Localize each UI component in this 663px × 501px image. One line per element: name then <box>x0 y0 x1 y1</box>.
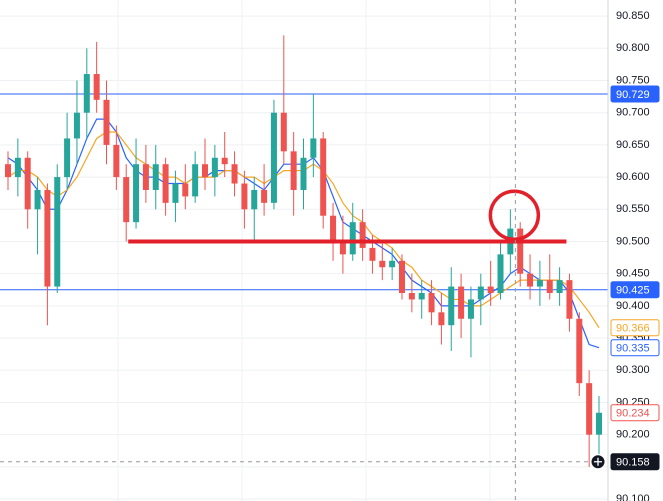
candle-body <box>339 241 346 255</box>
candle-body <box>487 286 494 294</box>
candle-body <box>359 222 366 248</box>
candle-body <box>34 189 41 210</box>
candle-body <box>477 286 484 300</box>
candle-body <box>517 228 524 274</box>
candle-body <box>576 318 583 384</box>
candle-body <box>241 183 248 210</box>
y-tick-label: 90.650 <box>616 139 650 151</box>
candle-body <box>379 260 386 268</box>
candle-body <box>389 260 396 268</box>
candle-body <box>408 293 415 300</box>
y-tick-label: 90.450 <box>616 268 650 280</box>
candle-body <box>64 138 71 178</box>
crosshair-plus-icon <box>594 457 602 466</box>
candle-body <box>270 112 277 203</box>
candle-body <box>428 293 435 313</box>
candle-body <box>14 157 21 178</box>
vertical-grid <box>117 0 491 501</box>
candle-body <box>172 183 179 203</box>
candle-body <box>24 157 31 210</box>
candle-body <box>261 189 268 203</box>
y-tick-label: 90.750 <box>616 74 650 86</box>
candle-body <box>123 177 130 223</box>
candle-body <box>546 280 553 294</box>
candle-body <box>448 286 455 326</box>
ma-label: 90.366 <box>616 323 650 335</box>
candle-body <box>399 260 405 294</box>
candle-body <box>133 164 140 223</box>
y-tick-label: 90.500 <box>616 235 650 247</box>
last-price-label: 90.234 <box>616 408 650 420</box>
ma-label: 90.335 <box>616 343 650 355</box>
y-tick-label: 90.800 <box>616 42 650 54</box>
candle-body <box>162 164 169 203</box>
y-tick-label: 90.200 <box>616 429 650 441</box>
candle-body <box>290 151 297 190</box>
candle-body <box>5 164 11 178</box>
candle-body <box>93 74 100 100</box>
crosshair-label-box <box>610 453 660 471</box>
candle-body <box>536 280 543 287</box>
price-line-label: 90.729 <box>616 89 650 101</box>
candle-body <box>458 286 465 319</box>
candle-body <box>586 383 593 435</box>
candle-body <box>596 412 602 435</box>
candle-body <box>231 164 238 184</box>
candle-body <box>566 280 573 319</box>
candle-body <box>182 183 189 197</box>
last-price-label-box <box>610 404 660 422</box>
candle-body <box>152 164 159 190</box>
candle-body <box>527 273 534 287</box>
candle-body <box>310 138 317 158</box>
candle-body <box>221 157 228 165</box>
y-tick-label: 90.100 <box>616 493 650 501</box>
candle-body <box>330 215 337 242</box>
y-tick-label: 90.300 <box>616 364 650 376</box>
candle-body <box>83 74 90 113</box>
candle-body <box>438 312 445 326</box>
price-line-label-box <box>610 281 660 299</box>
y-tick-label: 90.550 <box>616 203 650 215</box>
candle-body <box>320 138 327 216</box>
ma-label-box <box>610 319 660 337</box>
candle-body <box>44 189 51 287</box>
candle-body <box>300 157 307 190</box>
candle-body <box>497 254 504 294</box>
price-line-label-box <box>610 85 660 103</box>
candle-body <box>73 112 80 139</box>
price-line-label: 90.425 <box>616 285 650 297</box>
candle-body <box>142 164 149 190</box>
candle-body <box>192 164 199 197</box>
candle-body <box>103 99 110 145</box>
candle-body <box>556 280 563 294</box>
candle-body <box>113 144 120 178</box>
candle-body <box>54 177 61 287</box>
candle-body <box>369 247 376 261</box>
highlight-circle <box>488 189 541 242</box>
candle-body <box>349 222 356 255</box>
ma-label-box <box>610 339 660 357</box>
crosshair-label: 90.158 <box>616 457 650 469</box>
candle-body <box>202 164 208 178</box>
y-tick-label: 90.700 <box>616 107 650 119</box>
candle-body <box>211 157 218 178</box>
candle-body <box>418 293 425 300</box>
candle-body <box>280 112 287 152</box>
y-tick-label: 90.850 <box>616 10 650 22</box>
y-tick-label: 90.400 <box>616 300 650 312</box>
y-tick-label: 90.600 <box>616 171 650 183</box>
candle-body <box>467 299 474 319</box>
candle-body <box>251 189 258 210</box>
